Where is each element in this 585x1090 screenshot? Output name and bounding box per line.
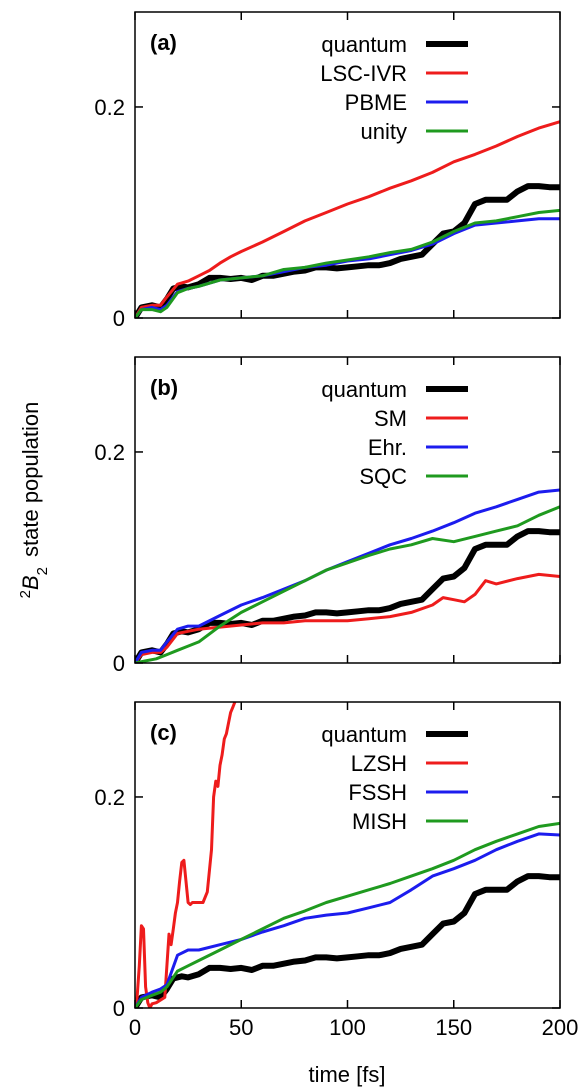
- series-lines: [135, 120, 560, 318]
- legend-label-quantum: quantum: [321, 377, 407, 402]
- series-line-sqc: [135, 505, 560, 663]
- legend-label-quantum: quantum: [321, 722, 407, 747]
- panel-label: (c): [150, 720, 177, 745]
- legend-label-lzsh: LZSH: [351, 751, 407, 776]
- x-tick-label: 100: [329, 1015, 366, 1040]
- y-tick-label: 0.2: [94, 785, 125, 810]
- panel-a: 0 0.2 (a) quantum LSC-IVR PBME unity: [94, 11, 561, 331]
- legend-label-mish: MISH: [352, 809, 407, 834]
- legend-label-fssh: FSSH: [348, 780, 407, 805]
- series-line-lsc-ivr: [135, 120, 560, 318]
- legend-label-sm: SM: [374, 406, 407, 431]
- panel-label: (b): [150, 375, 178, 400]
- legend-label-ehr-: Ehr.: [368, 435, 407, 460]
- series-line-unity: [135, 208, 560, 318]
- series-line-lzsh: [135, 702, 237, 1008]
- series-lines: [135, 488, 560, 663]
- legend: quantum LSC-IVR PBME unity: [320, 32, 468, 144]
- x-tick-label: 150: [435, 1015, 472, 1040]
- legend-label-unity: unity: [361, 119, 407, 144]
- legend-label-lsc-ivr: LSC-IVR: [320, 61, 407, 86]
- x-axis-label: time [fs]: [308, 1062, 385, 1087]
- series-line-mish: [135, 821, 560, 1008]
- y-axis-label-subscript: 2: [34, 567, 51, 575]
- series-line-fssh: [135, 832, 560, 1008]
- series-line-quantum: [135, 183, 560, 318]
- y-tick-label: 0: [113, 306, 125, 331]
- y-axis-label-symbol: B: [18, 575, 43, 590]
- panel-c: 0 50 100 150 200 0 0.2 (c) quantum LZSH FSSH MISH: [94, 701, 579, 1040]
- legend-label-sqc: SQC: [359, 464, 407, 489]
- plot-frame: [134, 11, 561, 319]
- y-axis-label: 2B2 state population: [17, 402, 51, 599]
- y-tick-label: 0: [113, 996, 125, 1021]
- series-line-sm: [135, 572, 560, 663]
- y-tick-label: 0: [113, 651, 125, 676]
- y-tick-label: 0.2: [94, 95, 125, 120]
- x-tick-label: 0: [129, 1015, 141, 1040]
- plot-frame: [134, 356, 561, 664]
- legend-label-pbme: PBME: [345, 90, 407, 115]
- legend: quantum SM Ehr. SQC: [321, 377, 468, 489]
- series-line-quantum: [135, 873, 560, 1008]
- x-tick-label: 200: [542, 1015, 579, 1040]
- panel-label: (a): [150, 30, 177, 55]
- series-lines: [135, 702, 560, 1008]
- x-tick-label: 50: [229, 1015, 253, 1040]
- panel-b: 0 0.2 (b) quantum SM Ehr. SQC: [94, 356, 561, 676]
- y-axis-label-text: state population: [18, 402, 43, 557]
- y-axis-label-superscript: 2: [17, 590, 34, 598]
- legend-label-quantum: quantum: [321, 32, 407, 57]
- series-line-ehr-: [135, 488, 560, 663]
- y-tick-label: 0.2: [94, 440, 125, 465]
- legend: quantum LZSH FSSH MISH: [321, 722, 468, 834]
